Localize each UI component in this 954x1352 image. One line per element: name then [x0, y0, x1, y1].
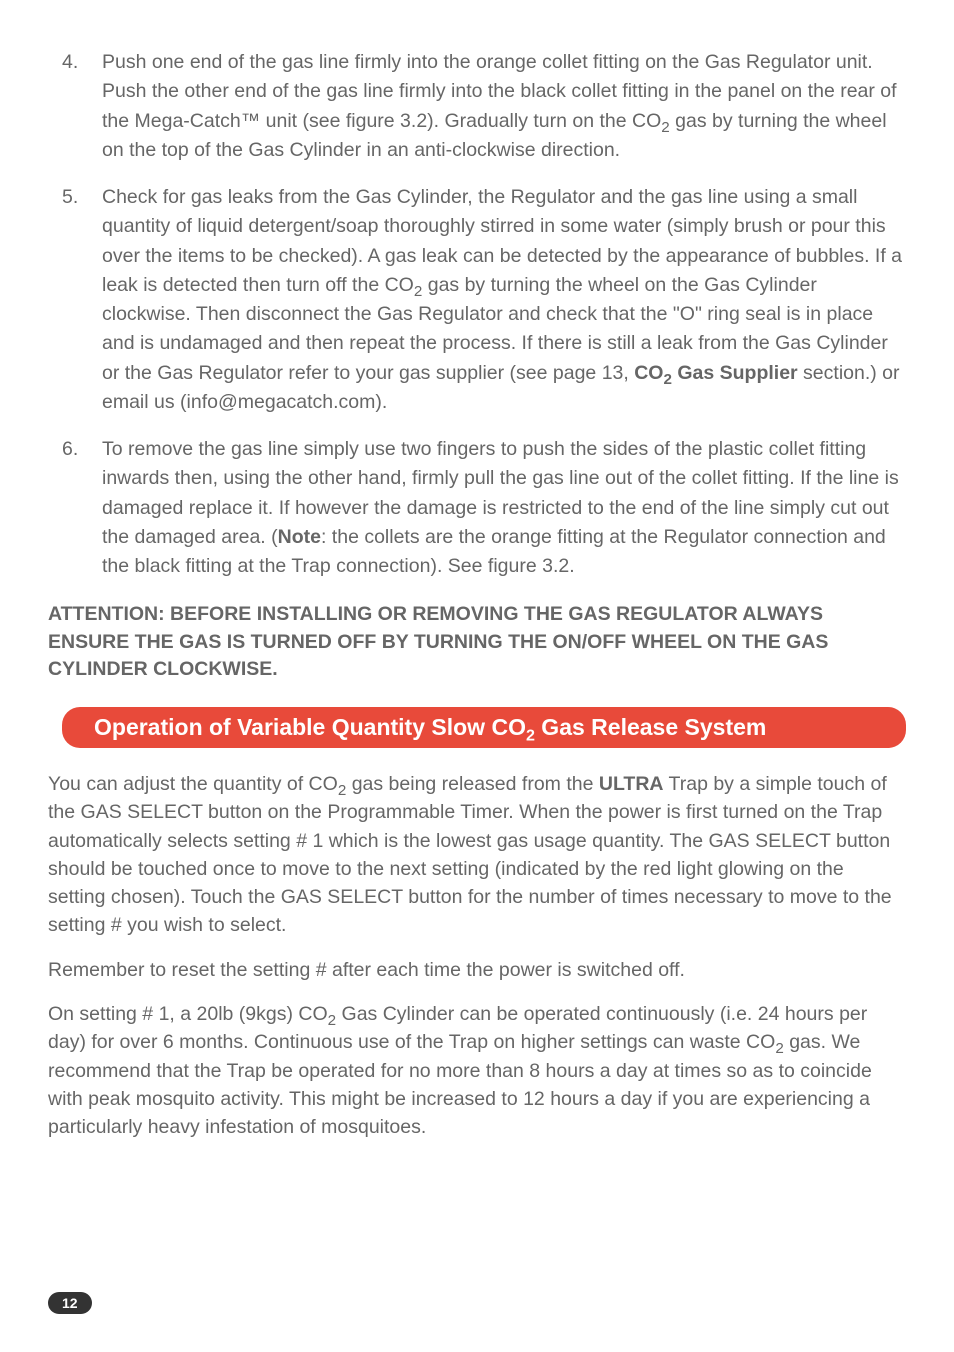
- list-text: To remove the gas line simply use two fi…: [102, 435, 906, 581]
- section-header: Operation of Variable Quantity Slow CO2 …: [62, 707, 906, 748]
- list-number: 6.: [48, 435, 102, 581]
- list-number: 4.: [48, 48, 102, 165]
- body-paragraph: Remember to reset the setting # after ea…: [48, 956, 906, 984]
- attention-warning: ATTENTION: BEFORE INSTALLING OR REMOVING…: [48, 601, 906, 683]
- body-paragraph: You can adjust the quantity of CO2 gas b…: [48, 770, 906, 940]
- instruction-list: 4. Push one end of the gas line firmly i…: [48, 48, 906, 581]
- list-text: Push one end of the gas line firmly into…: [102, 48, 906, 165]
- list-item: 5. Check for gas leaks from the Gas Cyli…: [48, 183, 906, 417]
- list-text: Check for gas leaks from the Gas Cylinde…: [102, 183, 906, 417]
- body-paragraph: On setting # 1, a 20lb (9kgs) CO2 Gas Cy…: [48, 1000, 906, 1141]
- page-number-badge: 12: [48, 1292, 92, 1314]
- list-item: 6. To remove the gas line simply use two…: [48, 435, 906, 581]
- list-number: 5.: [48, 183, 102, 417]
- list-item: 4. Push one end of the gas line firmly i…: [48, 48, 906, 165]
